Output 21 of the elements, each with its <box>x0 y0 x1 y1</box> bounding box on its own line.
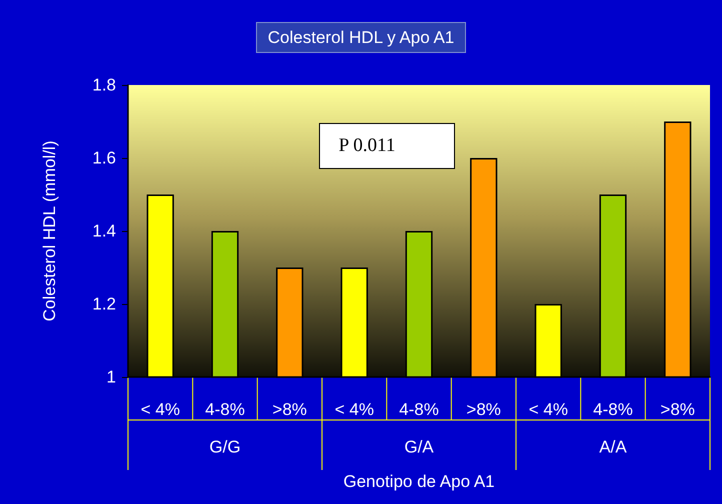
x-tick-label: 4-8% <box>205 400 245 419</box>
text: G/G <box>209 438 241 456</box>
x-tick-label: < 4% <box>334 400 374 419</box>
x-tick-label: >8% <box>272 400 307 419</box>
text: A/A <box>599 438 628 456</box>
y-tick-label: 1.8 <box>92 76 116 94</box>
x-tick-label: 4-8% <box>593 400 633 419</box>
x-tick-label: >8% <box>466 400 501 419</box>
note-box: P 0.011 <box>318 123 455 170</box>
x-tick-label: 4-8% <box>399 400 439 419</box>
y-tick-label: 1 <box>106 368 116 386</box>
x-axis-title: Genotipo de Apo A1 <box>343 472 495 491</box>
text: G/A <box>404 438 434 456</box>
y-axis-title: Colesterol HDL (mmol/l) <box>40 140 59 322</box>
y-tick-label: 1.6 <box>92 148 116 168</box>
x-tick-label: >8% <box>660 400 695 419</box>
y-tick-label: 1.4 <box>92 222 116 240</box>
y-tick-label: 1.2 <box>92 294 116 314</box>
x-tick-label: < 4% <box>528 400 568 419</box>
chart-title: Colesterol HDL y Apo A1 <box>268 28 454 47</box>
x-tick-label: < 4% <box>140 400 180 419</box>
